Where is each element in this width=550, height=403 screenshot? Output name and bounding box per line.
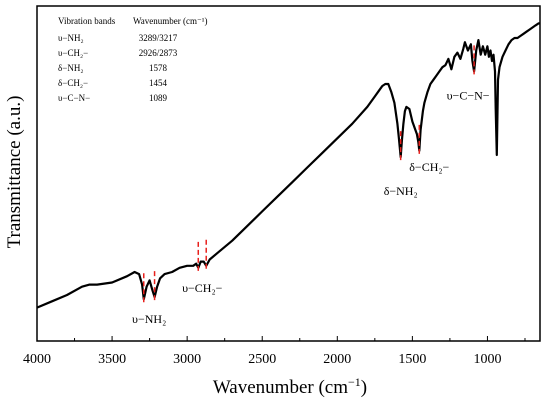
x-tick-label: 3000 <box>173 352 201 367</box>
band-table-name: υ−C−N− <box>58 93 90 103</box>
x-tick-label: 4000 <box>23 352 51 367</box>
x-tick-label: 1000 <box>473 352 501 367</box>
x-tick-label: 2500 <box>248 352 276 367</box>
peak-annotations: υ−NH₂ υ−CH₂− δ−NH₂ δ−CH₂− υ−C−N− <box>132 88 490 326</box>
band-table-name: δ−NH₂ <box>58 63 83 73</box>
band-table-name: υ−CH₂− <box>58 48 88 58</box>
band-table-name: υ−NH₂ <box>58 33 84 43</box>
peak-markers <box>143 45 475 306</box>
peak-annotation: υ−CH₂− <box>182 281 223 295</box>
y-axis-label: Transmittance (a.u.) <box>4 96 25 249</box>
x-tick-label: 1500 <box>398 352 426 367</box>
band-table-wavenumber: 1454 <box>149 78 168 88</box>
x-axis-ticks: 4000 3500 3000 2500 2000 1500 1000 <box>23 336 526 367</box>
plot-frame <box>36 5 541 342</box>
spectrum-line <box>36 22 540 309</box>
band-table-wavenumber: 3289/3217 <box>139 33 178 43</box>
peak-annotation: υ−C−N− <box>447 88 490 102</box>
band-table: Vibration bands Wavenumber (cm⁻¹) υ−NH₂ 3… <box>58 16 207 103</box>
peak-annotation: δ−CH₂− <box>409 160 449 174</box>
band-table-wavenumber: 1578 <box>149 63 168 73</box>
peak-annotation: υ−NH₂ <box>132 312 166 326</box>
band-table-name: δ−CH₂− <box>58 78 88 88</box>
band-table-wavenumber: 2926/2873 <box>139 48 178 58</box>
x-axis-label: Wavenumber (cm−1) <box>213 375 367 398</box>
band-table-header-wavenumber: Wavenumber (cm⁻¹) <box>133 16 207 26</box>
x-tick-label: 3500 <box>98 352 126 367</box>
spectrum-series <box>36 22 540 309</box>
band-table-header-bands: Vibration bands <box>58 16 116 26</box>
x-tick-label: 2000 <box>323 352 351 367</box>
band-table-wavenumber: 1089 <box>149 93 168 103</box>
peak-annotation: δ−NH₂ <box>384 184 418 198</box>
